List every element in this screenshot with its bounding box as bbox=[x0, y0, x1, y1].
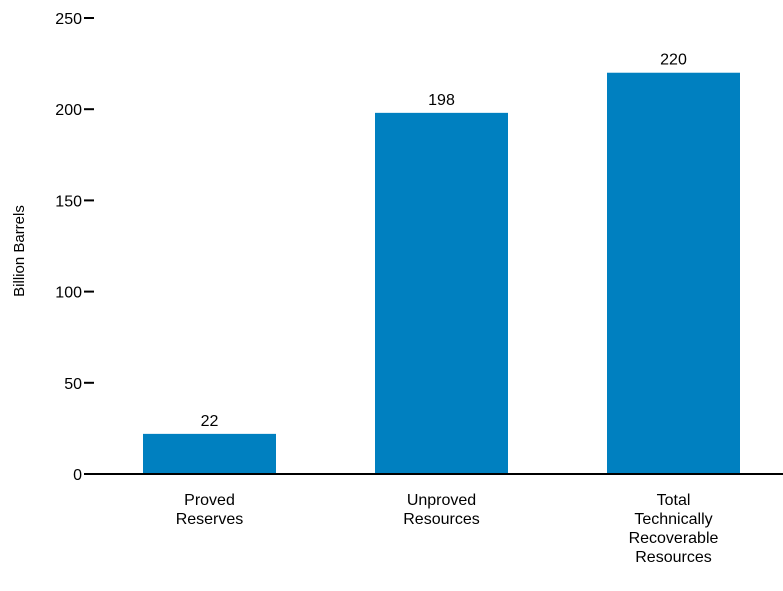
bar-value-label: 22 bbox=[201, 413, 219, 430]
bar bbox=[375, 112, 508, 475]
y-tick-label: 100 bbox=[55, 285, 82, 302]
category-label-line: Technically bbox=[634, 511, 712, 528]
y-tick-label: 250 bbox=[55, 11, 82, 28]
data-labels: 22 198 220 bbox=[201, 52, 687, 430]
y-axis-title-group: Billion Barrels bbox=[11, 205, 28, 297]
bar-value-label: 220 bbox=[660, 52, 687, 69]
y-tick-label: 150 bbox=[55, 193, 82, 210]
category-label-line: Recoverable bbox=[629, 530, 719, 547]
category-labels: Proved Reserves Unproved Resources Total Tech… bbox=[176, 492, 719, 566]
category-label-line: Reserves bbox=[176, 511, 244, 528]
category-label-line: Proved bbox=[184, 492, 235, 509]
y-tick-label: 200 bbox=[55, 102, 82, 119]
category-label-line: Resources bbox=[635, 549, 711, 566]
category-label-line: Unproved bbox=[407, 492, 476, 509]
category-label: Total Technically Recoverable Resources bbox=[629, 492, 719, 566]
category-label-line: Resources bbox=[403, 511, 479, 528]
bar-value-label: 198 bbox=[428, 92, 455, 109]
y-axis: 0 50 100 150 200 250 bbox=[55, 11, 94, 484]
y-tick-label: 0 bbox=[73, 467, 82, 484]
category-label: Unproved Resources bbox=[403, 492, 479, 528]
category-label: Proved Reserves bbox=[176, 492, 244, 528]
bars bbox=[143, 72, 740, 475]
bar bbox=[607, 72, 740, 474]
category-label-line: Total bbox=[657, 492, 691, 509]
y-axis-title: Billion Barrels bbox=[11, 205, 28, 297]
y-tick-label: 50 bbox=[64, 376, 82, 393]
bar bbox=[143, 433, 276, 474]
